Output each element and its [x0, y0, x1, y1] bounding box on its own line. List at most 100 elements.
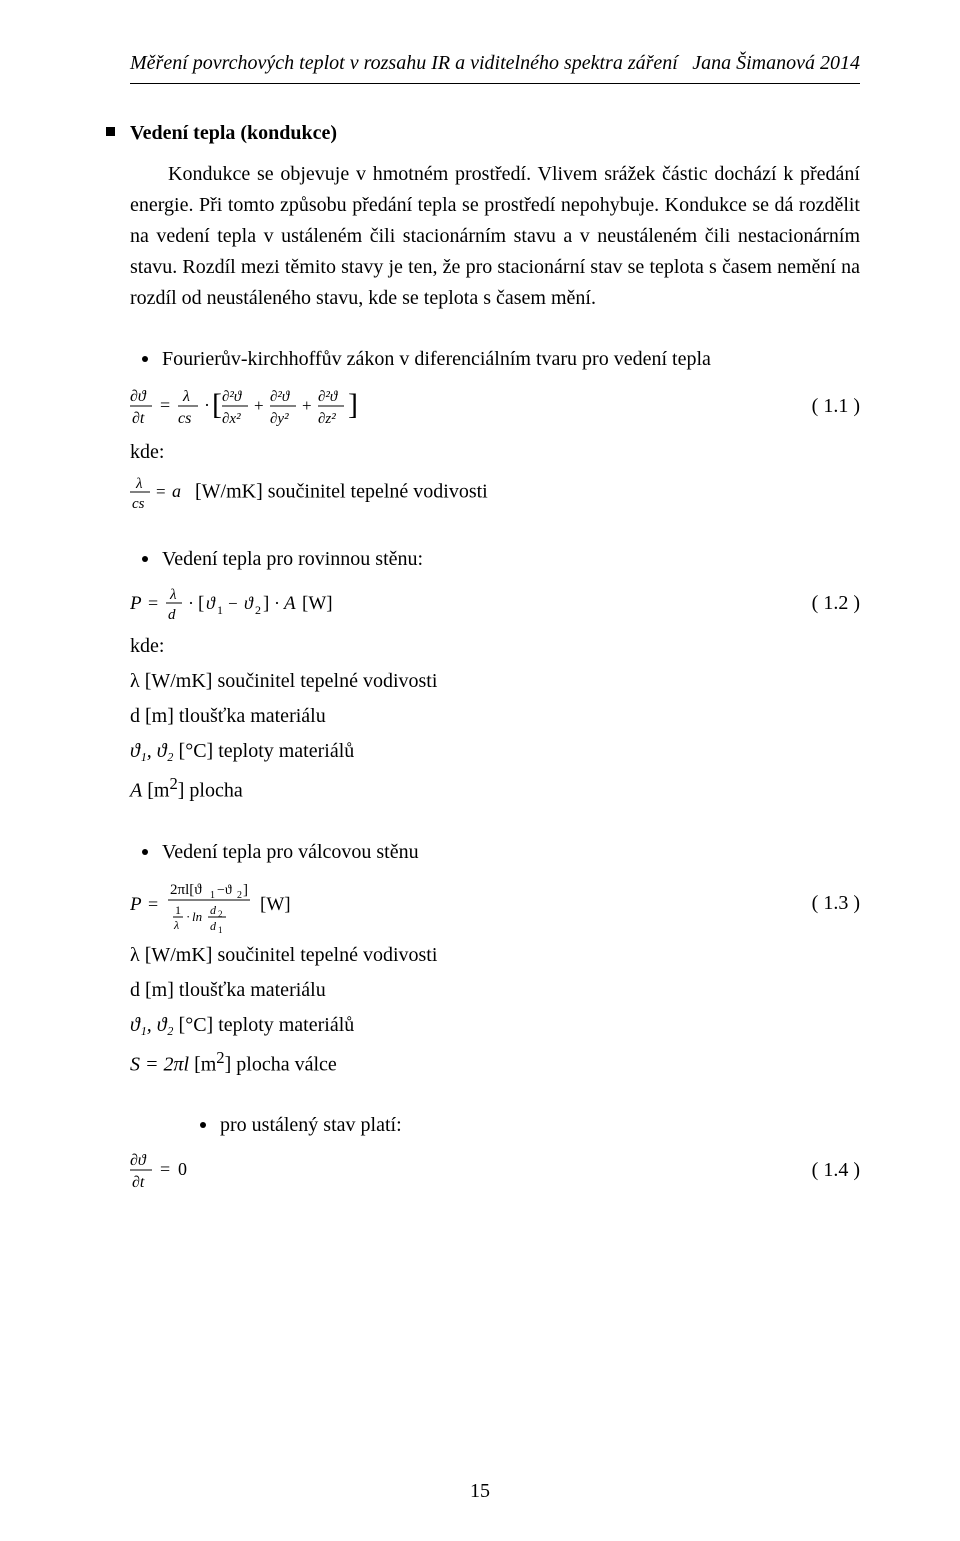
svg-text:0: 0	[178, 1159, 187, 1179]
svg-text:a: a	[172, 481, 181, 501]
def-lambda-3: λ [W/mK] součinitel tepelné vodivosti	[130, 940, 860, 971]
def-lambda-2: λ [W/mK] součinitel tepelné vodivosti	[130, 666, 860, 697]
svg-text:1: 1	[175, 903, 181, 917]
theta12-sym: ϑ₁, ϑ₂	[130, 740, 174, 762]
steady-bullet-text: pro ustálený stav platí:	[220, 1110, 402, 1141]
fourier-bullet-row: Fourierův-kirchhoffův zákon v diferenciá…	[130, 344, 860, 375]
eq-1-1-number: ( 1.1 )	[812, 391, 860, 422]
def-S-post: ] plocha válce	[225, 1053, 337, 1075]
svg-text:ϑ: ϑ	[244, 593, 254, 613]
def-theta-3: ϑ₁, ϑ₂ [°C] teploty materiálů	[130, 1010, 860, 1041]
running-header: Měření povrchových teplot v rozsahu IR a…	[130, 48, 860, 79]
header-rule	[130, 83, 860, 84]
svg-text:∂ϑ: ∂ϑ	[130, 1152, 147, 1169]
bullet-icon	[142, 356, 148, 362]
svg-text:·: ·	[274, 593, 280, 613]
svg-text:P: P	[130, 894, 142, 915]
svg-text:·: ·	[204, 395, 210, 415]
svg-text:λ: λ	[135, 476, 143, 492]
svg-text:[: [	[198, 593, 204, 614]
svg-text:−: −	[228, 594, 238, 613]
eq-1-1-row: ∂ϑ ∂t = λ cs · [ ∂²ϑ ∂x² + ∂²ϑ ∂y² + ∂²ϑ	[130, 381, 860, 431]
svg-text:2πl[ϑ: 2πl[ϑ	[170, 882, 202, 898]
def-S-pre: [m	[189, 1053, 216, 1075]
svg-text:]: ]	[348, 388, 358, 421]
svg-text:cs: cs	[132, 496, 145, 512]
svg-text:∂z²: ∂z²	[318, 411, 336, 427]
page: Měření povrchových teplot v rozsahu IR a…	[0, 0, 960, 1541]
svg-text:∂t: ∂t	[132, 1174, 145, 1191]
bullet-icon	[142, 556, 148, 562]
steady-bullet-row: pro ustálený stav platí:	[188, 1110, 860, 1141]
def-theta-3-text: [°C] teploty materiálů	[174, 1014, 355, 1036]
eq-1-4: ∂ϑ ∂t = 0	[130, 1147, 210, 1193]
svg-text:P: P	[130, 593, 142, 614]
svg-text:d: d	[210, 919, 217, 933]
eq-1-3-number: ( 1.3 )	[812, 888, 860, 919]
svg-text:ln: ln	[192, 909, 202, 924]
def-theta-2-text: [°C] teploty materiálů	[174, 740, 355, 762]
svg-text:∂ϑ: ∂ϑ	[130, 388, 147, 405]
def-d-2: d [m] tloušťka materiálu	[130, 701, 860, 732]
wall-bullet-row: Vedení tepla pro rovinnou stěnu:	[130, 544, 860, 575]
svg-text:=: =	[160, 1159, 170, 1179]
svg-text:λ: λ	[182, 388, 190, 405]
svg-text:cs: cs	[178, 410, 191, 427]
svg-text:[W]: [W]	[302, 593, 333, 614]
svg-text:∂²ϑ: ∂²ϑ	[222, 389, 243, 405]
bullet-icon	[200, 1122, 206, 1128]
cyl-bullet-row: Vedení tepla pro válcovou stěnu	[130, 837, 860, 868]
svg-text:1: 1	[217, 603, 223, 617]
A-symbol: A	[130, 780, 142, 802]
svg-text:=: =	[148, 894, 158, 914]
wall-bullet-text: Vedení tepla pro rovinnou stěnu:	[162, 544, 423, 575]
svg-text:=: =	[156, 482, 166, 501]
svg-text:ϑ: ϑ	[206, 593, 216, 613]
def-a-text: [W/mK] součinitel tepelné vodivosti	[190, 481, 488, 503]
header-left: Měření povrchových teplot v rozsahu IR a…	[130, 48, 678, 79]
svg-text:·: ·	[186, 909, 190, 924]
svg-text:1: 1	[210, 890, 215, 901]
svg-text:d: d	[168, 607, 176, 623]
svg-text:d: d	[210, 903, 217, 917]
section-paragraph: Kondukce se objevuje v hmotném prostředí…	[130, 159, 860, 314]
svg-text:∂y²: ∂y²	[270, 411, 289, 427]
where-1: kde:	[130, 437, 860, 468]
sup-2a: 2	[169, 774, 177, 793]
def-A-post: ] plocha	[178, 780, 243, 802]
svg-text:2: 2	[237, 890, 242, 901]
fourier-bullet-text: Fourierův-kirchhoffův zákon v diferenciá…	[162, 344, 711, 375]
svg-text:+: +	[302, 396, 312, 415]
svg-text:2: 2	[255, 603, 261, 617]
eq-1-2-number: ( 1.2 )	[812, 588, 860, 619]
frac-lambda-cs: λ cs = a	[130, 472, 190, 514]
eq-1-1: ∂ϑ ∂t = λ cs · [ ∂²ϑ ∂x² + ∂²ϑ ∂y² + ∂²ϑ	[130, 381, 370, 431]
sup-2b: 2	[216, 1048, 224, 1067]
svg-text:=: =	[148, 593, 158, 613]
svg-text:]: ]	[263, 593, 269, 614]
def-d-3: d [m] tloušťka materiálu	[130, 975, 860, 1006]
svg-text:A: A	[282, 593, 296, 614]
section-heading-row: Vedení tepla (kondukce)	[106, 118, 860, 149]
svg-text:λ: λ	[169, 587, 177, 603]
svg-text:+: +	[254, 396, 264, 415]
def-A-pre: [m	[142, 780, 169, 802]
svg-text:∂²ϑ: ∂²ϑ	[318, 389, 339, 405]
theta12-sym-b: ϑ₁, ϑ₂	[130, 1014, 174, 1036]
square-bullet-icon	[106, 127, 115, 136]
def-a-line: λ cs = a [W/mK] součinitel tepelné vodiv…	[130, 472, 860, 514]
eq-1-2-row: P = λ d · [ ϑ 1 − ϑ 2 ] · A [W] ( 1.2 )	[130, 581, 860, 625]
page-number: 15	[0, 1476, 960, 1507]
header-right: Jana Šimanová 2014	[692, 48, 860, 79]
svg-text:∂x²: ∂x²	[222, 411, 241, 427]
eq-1-4-number: ( 1.4 )	[812, 1155, 860, 1186]
def-theta-2: ϑ₁, ϑ₂ [°C] teploty materiálů	[130, 736, 860, 767]
eq-1-3-row: P = 2πl[ϑ 1 −ϑ 2 ] 1 λ · ln d 2 d 1 [W] …	[130, 874, 860, 934]
svg-text:λ: λ	[173, 918, 179, 932]
svg-text:·: ·	[188, 593, 194, 613]
svg-text:]: ]	[243, 882, 248, 898]
svg-text:1: 1	[218, 925, 223, 934]
eq-1-3: P = 2πl[ϑ 1 −ϑ 2 ] 1 λ · ln d 2 d 1 [W]	[130, 874, 330, 934]
svg-text:[W]: [W]	[260, 894, 291, 915]
bullet-icon	[142, 849, 148, 855]
